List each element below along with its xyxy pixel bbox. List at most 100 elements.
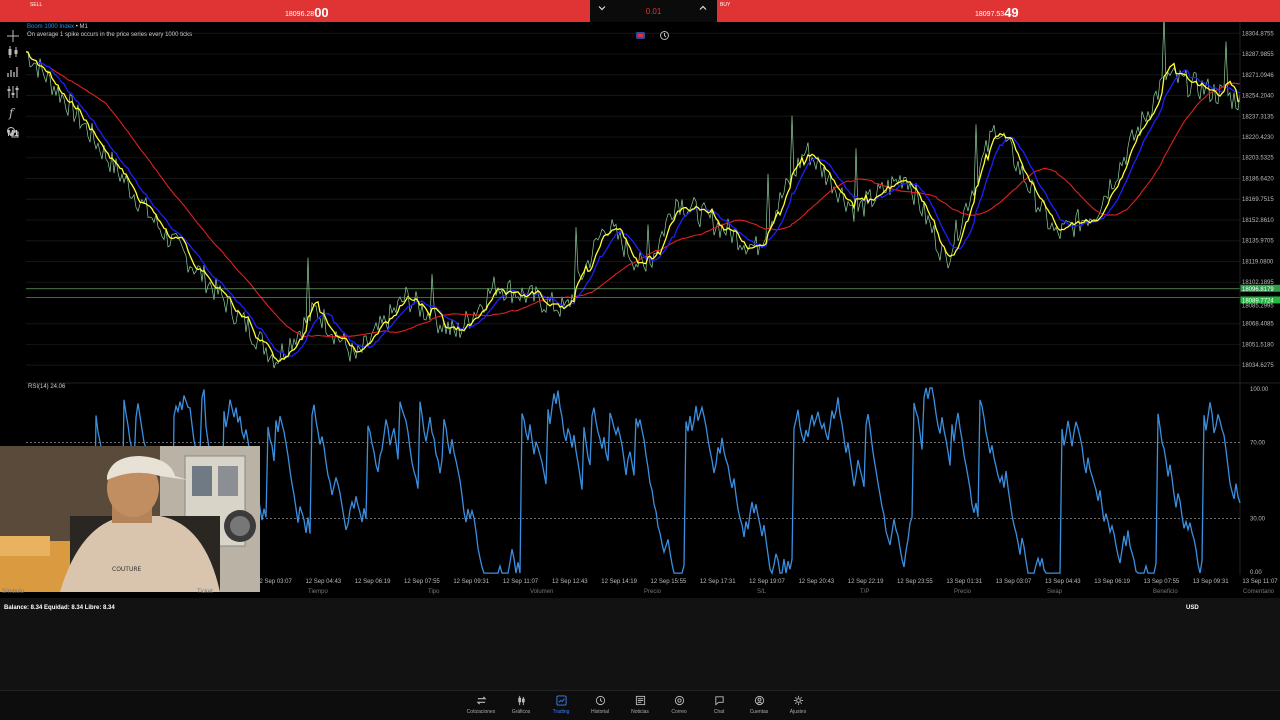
ask-price-tag <box>1240 296 1280 304</box>
price-chart[interactable]: 18304.8755 18287.9855 18271.0946 18254.2040… <box>26 22 1280 588</box>
nav-news[interactable]: Noticias <box>621 695 659 719</box>
column-header[interactable]: Tipo <box>428 589 440 595</box>
nav-accounts[interactable]: Cuentas <box>740 695 778 719</box>
price-tick-label: 18135.9705 <box>1242 239 1274 245</box>
time-tick-label: 12 Sep 22:19 <box>848 579 884 585</box>
buy-label: BUY <box>720 2 731 8</box>
one-click-trading-toggle[interactable] <box>635 28 646 39</box>
nav-charts[interactable]: Gráficos <box>502 695 540 719</box>
history-icon <box>595 695 605 706</box>
buy-button[interactable]: BUY 18097.5349 <box>717 0 1280 22</box>
volume-decrease-button[interactable] <box>595 3 609 17</box>
price-tick-label: 18237.3135 <box>1242 114 1274 120</box>
rsi-tick-label: 0.00 <box>1250 570 1262 576</box>
svg-text:COUTURE: COUTURE <box>112 566 142 573</box>
bars-icon <box>7 67 18 77</box>
column-header[interactable]: Volumen <box>530 589 554 595</box>
timeframe-tool[interactable] <box>5 64 21 80</box>
chevron-down-icon <box>598 6 606 11</box>
price-tick-label: 18169.7515 <box>1242 197 1274 203</box>
account-icon <box>754 695 764 706</box>
time-tick-label: 12 Sep 11:07 <box>503 579 539 585</box>
crosshair-icon <box>7 30 19 42</box>
sell-label: SELL <box>30 2 43 8</box>
volume-increase-button[interactable] <box>696 3 710 17</box>
time-tick-label: 13 Sep 07:55 <box>1144 579 1180 585</box>
crosshair-tool[interactable] <box>5 28 21 44</box>
sliders-icon <box>7 86 19 98</box>
webcam-overlay: COUTURE <box>0 446 260 592</box>
column-header[interactable]: Comentario <box>1243 589 1275 595</box>
time-tick-label: 13 Sep 01:31 <box>946 579 982 585</box>
chart-type-tool[interactable] <box>5 44 21 60</box>
functions-tool[interactable]: f <box>5 104 21 120</box>
nav-chat[interactable]: Chat <box>700 695 738 719</box>
price-tick-label: 18203.5325 <box>1242 156 1274 162</box>
buy-price: 18097.5349 <box>975 5 1019 20</box>
time-tick-label: 12 Sep 12:43 <box>552 579 588 585</box>
price-tick-label: 18271.0946 <box>1242 73 1274 79</box>
trade-panel-icon <box>636 32 645 39</box>
sell-button[interactable]: SELL 18096.2800 <box>0 0 590 22</box>
time-tick-label: 12 Sep 17:31 <box>700 579 736 585</box>
price-line <box>26 22 1241 369</box>
column-header[interactable]: Precio <box>644 589 662 595</box>
chart-description: On average 1 spike occurs in the price s… <box>27 32 193 38</box>
price-tick-label: 18051.5180 <box>1242 342 1274 348</box>
objects-tool[interactable] <box>5 124 21 140</box>
column-header[interactable]: Beneficio <box>1153 589 1178 595</box>
chart-canvas: 18304.8755 18287.9855 18271.0946 18254.2040… <box>26 22 1280 585</box>
rsi-tick-label: 30.00 <box>1250 516 1266 522</box>
clock-button[interactable] <box>659 28 670 40</box>
volume-box: 0.01 <box>590 0 717 22</box>
column-header[interactable]: Ticket <box>197 589 213 595</box>
nav-history[interactable]: Historial <box>581 695 619 719</box>
price-tick-label: 18186.6420 <box>1242 176 1274 182</box>
mid-price-label: 18085.2995 <box>1242 303 1274 309</box>
time-tick-label: 12 Sep 15:55 <box>651 579 687 585</box>
rsi-indicator-label: RSI(14) 24.06 <box>28 384 66 390</box>
slow-moving-average <box>26 51 1241 338</box>
chart-toolbar: f M1 <box>0 22 26 442</box>
column-header[interactable]: Precio <box>954 589 972 595</box>
volume-value[interactable]: 0.01 <box>645 7 662 16</box>
timeframe-button[interactable]: M1 <box>7 129 19 138</box>
nav-label: Trading <box>552 709 570 715</box>
clock-icon <box>660 31 669 40</box>
news-icon <box>635 695 645 706</box>
bottom-navigation: Cotizaciones Gráficos Trading Historial … <box>0 690 1280 720</box>
time-tick-label: 12 Sep 04:43 <box>305 579 341 585</box>
column-header[interactable]: S/L <box>757 589 767 595</box>
nav-label: Correo <box>671 709 687 715</box>
mid-moving-average <box>26 51 1241 359</box>
column-header[interactable]: Swap <box>1047 589 1063 595</box>
nav-label: Gráficos <box>511 709 531 715</box>
time-tick-label: 13 Sep 11:07 <box>1242 579 1278 585</box>
column-header[interactable]: Tiempo <box>308 589 328 595</box>
one-click-trade-bar: SELL 18096.2800 0.01 BUY 18097.5349 <box>0 0 1280 22</box>
time-tick-label: 13 Sep 03:07 <box>996 579 1032 585</box>
nav-label: Cuentas <box>749 709 769 715</box>
account-balance-line: Balance: 8.34 Equidad: 8.34 Libre: 8.34 <box>4 605 115 611</box>
nav-trading[interactable]: Trading <box>542 695 580 719</box>
quotes-icon <box>476 696 486 705</box>
time-tick-label: 12 Sep 06:19 <box>355 579 391 585</box>
price-tick-label: 18068.4085 <box>1242 322 1274 328</box>
column-header[interactable]: Símbolo <box>2 589 25 595</box>
function-icon: f <box>8 106 16 120</box>
price-tick-label: 18102.1895 <box>1242 280 1274 286</box>
shapes-icon <box>7 127 19 138</box>
chat-icon <box>714 696 724 706</box>
nav-settings[interactable]: Ajustes <box>779 695 817 719</box>
rsi-line <box>26 387 1241 575</box>
time-tick-label: 12 Sep 20:43 <box>798 579 834 585</box>
time-tick-label: 13 Sep 04:43 <box>1045 579 1081 585</box>
indicators-tool[interactable] <box>5 84 21 100</box>
column-header[interactable]: T/P <box>860 589 870 595</box>
nav-mail[interactable]: Correo <box>660 695 698 719</box>
chart-icon <box>517 695 525 706</box>
nav-label: Noticias <box>631 709 649 715</box>
nav-label: Chat <box>713 709 725 715</box>
nav-quotes[interactable]: Cotizaciones <box>462 695 500 719</box>
price-tick-label: 18220.4230 <box>1242 135 1274 141</box>
